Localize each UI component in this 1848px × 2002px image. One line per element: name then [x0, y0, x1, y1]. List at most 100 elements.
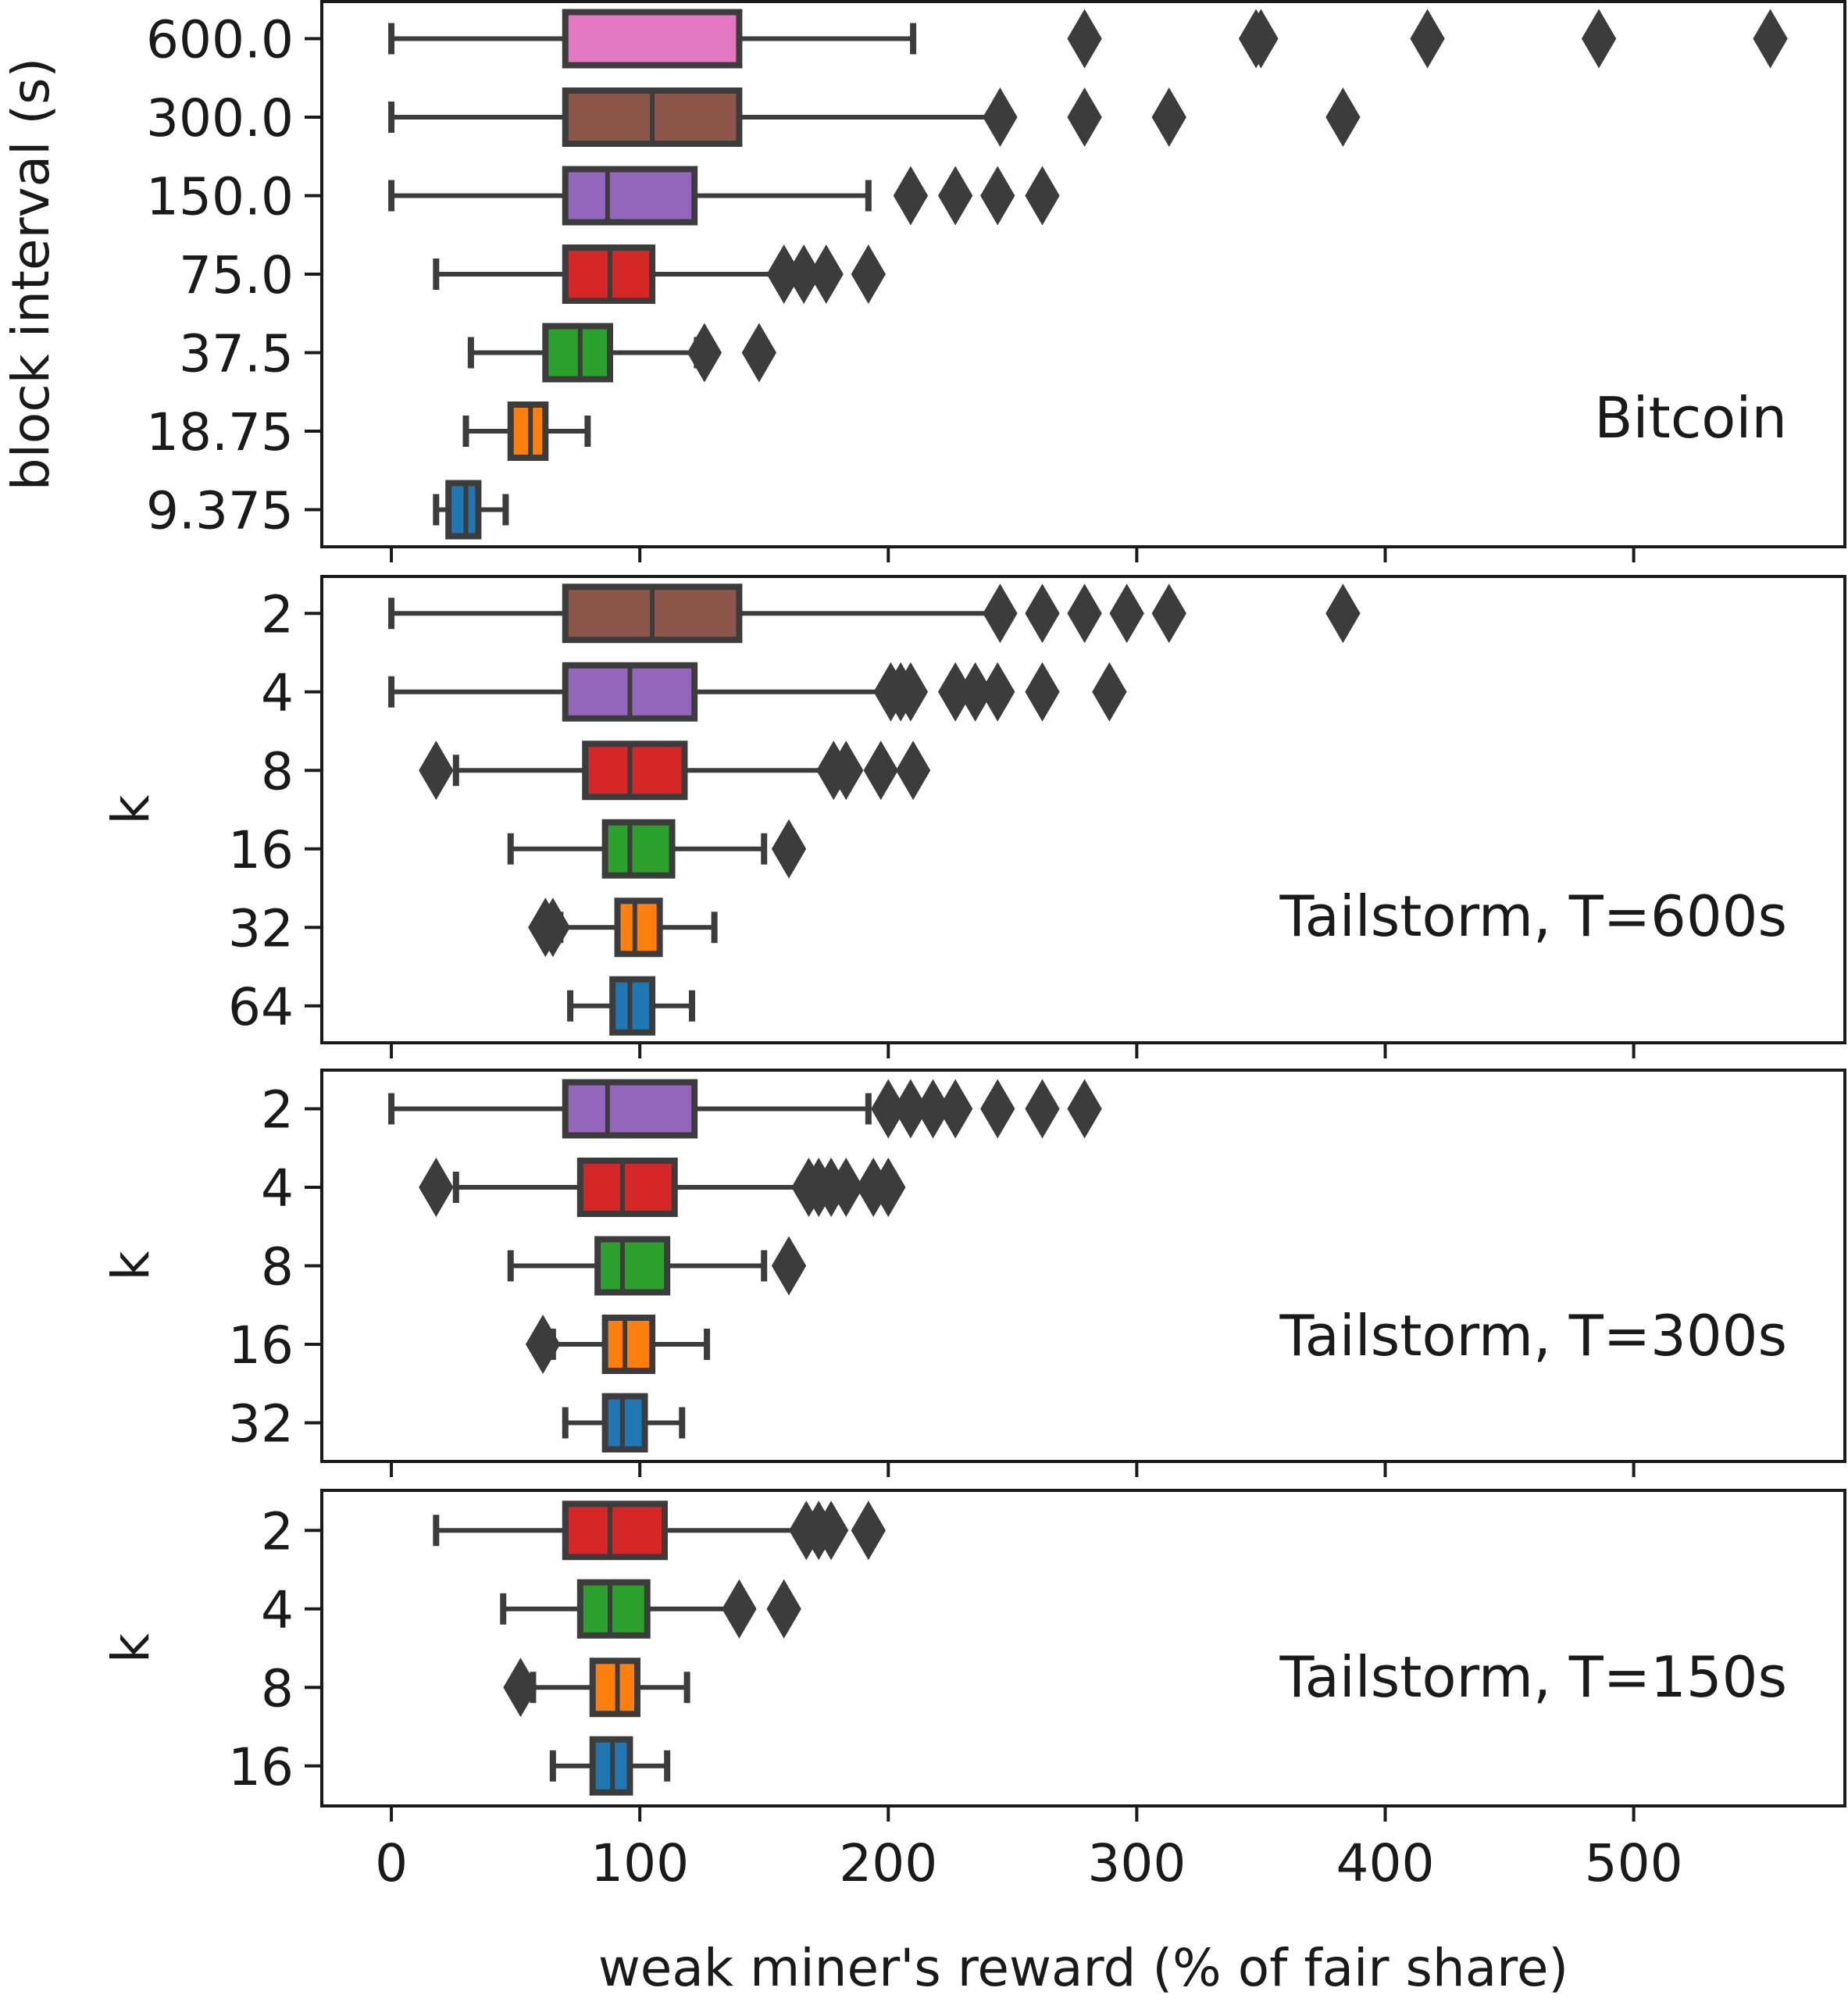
- panel-annotation: Tailstorm, T=600s: [1279, 883, 1787, 949]
- outlier-point: [893, 662, 929, 722]
- box-64: [567, 976, 695, 1036]
- box-iqr: [562, 1501, 668, 1561]
- box-32: [562, 1393, 686, 1453]
- outlier-point: [1753, 9, 1788, 69]
- outlier-point: [1067, 1079, 1102, 1139]
- box-600_0: [388, 9, 1788, 69]
- y-tick-label: 4: [261, 663, 294, 723]
- outlier-point: [983, 87, 1018, 147]
- outlier-point: [1151, 87, 1186, 147]
- box-300_0: [388, 87, 1361, 147]
- outlier-point: [851, 1501, 886, 1561]
- outlier-point: [525, 1315, 561, 1374]
- y-tick-label: 300.0: [146, 88, 294, 148]
- box-18_75: [462, 401, 591, 461]
- box-4: [388, 662, 1127, 722]
- panel-frame: [320, 1069, 1846, 1463]
- x-tick-label: 200: [839, 1833, 937, 1893]
- box-iqr: [601, 1315, 656, 1374]
- box-2: [388, 583, 1361, 644]
- x-tick-label: 300: [1087, 1833, 1186, 1893]
- box-iqr: [562, 1079, 698, 1139]
- box-16: [507, 819, 807, 879]
- panel-frame: [320, 1489, 1846, 1808]
- box-16: [549, 1736, 671, 1796]
- box-37_5: [467, 323, 777, 383]
- outlier-point: [1109, 583, 1144, 644]
- box-iqr: [594, 1236, 671, 1296]
- y-tick-label: 2: [261, 1501, 294, 1561]
- box-2: [433, 1501, 886, 1561]
- y-tick-label: 16: [228, 820, 294, 880]
- outlier-point: [419, 740, 454, 801]
- outlier-point: [1243, 9, 1279, 69]
- box-iqr: [601, 819, 676, 879]
- y-tick-label: 32: [228, 1394, 294, 1454]
- box-150_0: [388, 166, 1060, 226]
- y-tick-label: 2: [261, 584, 294, 644]
- y-tick-label: 8: [261, 1237, 294, 1297]
- y-tick-label: 9.375: [146, 481, 294, 541]
- y-tick-label: 16: [228, 1315, 294, 1376]
- box-8: [419, 740, 931, 801]
- y-axis-label: block interval (s): [1, 58, 61, 491]
- y-tick-label: 4: [261, 1158, 294, 1219]
- outlier-point: [1151, 583, 1186, 644]
- y-tick-label: 16: [228, 1737, 294, 1797]
- box-iqr: [614, 898, 663, 958]
- outlier-point: [1581, 9, 1617, 69]
- y-tick-label: 4: [261, 1580, 294, 1640]
- outlier-point: [808, 244, 844, 304]
- panel-frame: [320, 0, 1846, 548]
- outlier-point: [863, 740, 898, 801]
- outlier-point: [1092, 662, 1127, 722]
- outlier-point: [771, 1236, 807, 1296]
- box-iqr: [609, 976, 656, 1036]
- panel-1: 600.0 300.0 150.0 75.0 37.5 18.75 9.375 block i…: [1, 0, 1846, 562]
- box-iqr: [562, 166, 698, 226]
- outlier-point: [741, 323, 777, 383]
- y-tick-label: 37.5: [179, 324, 294, 384]
- panel-4: 2 4 8 16 k Tailstorm, T=150s: [101, 1489, 1846, 1822]
- outlier-point: [1325, 87, 1361, 147]
- outlier-point: [829, 740, 864, 801]
- outlier-point: [771, 819, 807, 879]
- panel-annotation: Tailstorm, T=300s: [1279, 1303, 1787, 1369]
- outlier-point: [871, 1158, 906, 1217]
- outlier-point: [1025, 166, 1060, 226]
- y-axis-label: k: [101, 1633, 161, 1663]
- outlier-point: [766, 1579, 801, 1639]
- box-iqr: [562, 9, 743, 69]
- box-4: [500, 1579, 801, 1639]
- box-8: [507, 1236, 807, 1296]
- outlier-point: [938, 1079, 973, 1139]
- box-iqr: [507, 401, 549, 461]
- panel-frame: [320, 575, 1846, 1044]
- box-2: [388, 1079, 1102, 1139]
- outlier-point: [1067, 87, 1102, 147]
- x-tick-label: 500: [1585, 1833, 1683, 1893]
- outlier-point: [503, 1658, 538, 1718]
- outlier-point: [980, 662, 1015, 722]
- x-tick-label: 100: [590, 1833, 689, 1893]
- panel-annotation: Bitcoin: [1594, 385, 1787, 451]
- outlier-point: [722, 1579, 757, 1639]
- outlier-point: [1025, 662, 1060, 722]
- outlier-point: [1025, 1079, 1060, 1139]
- outlier-point: [419, 1158, 454, 1217]
- y-tick-label: 600.0: [146, 10, 294, 70]
- y-tick-label: 75.0: [179, 245, 294, 305]
- outlier-point: [893, 166, 929, 226]
- box-16: [525, 1315, 711, 1374]
- x-axis-label: weak miner's reward (% of fair share): [598, 1938, 1568, 1998]
- box-iqr: [576, 1158, 678, 1217]
- outlier-point: [1025, 583, 1060, 644]
- outlier-point: [687, 323, 722, 383]
- box-iqr: [542, 323, 614, 383]
- outlier-point: [535, 898, 570, 958]
- box-iqr: [589, 1658, 640, 1718]
- x-tick-label: 400: [1336, 1833, 1435, 1893]
- outlier-point: [1325, 583, 1361, 644]
- panel-3: 2 4 8 16 32 k Tailstorm, T=300s: [101, 1069, 1846, 1477]
